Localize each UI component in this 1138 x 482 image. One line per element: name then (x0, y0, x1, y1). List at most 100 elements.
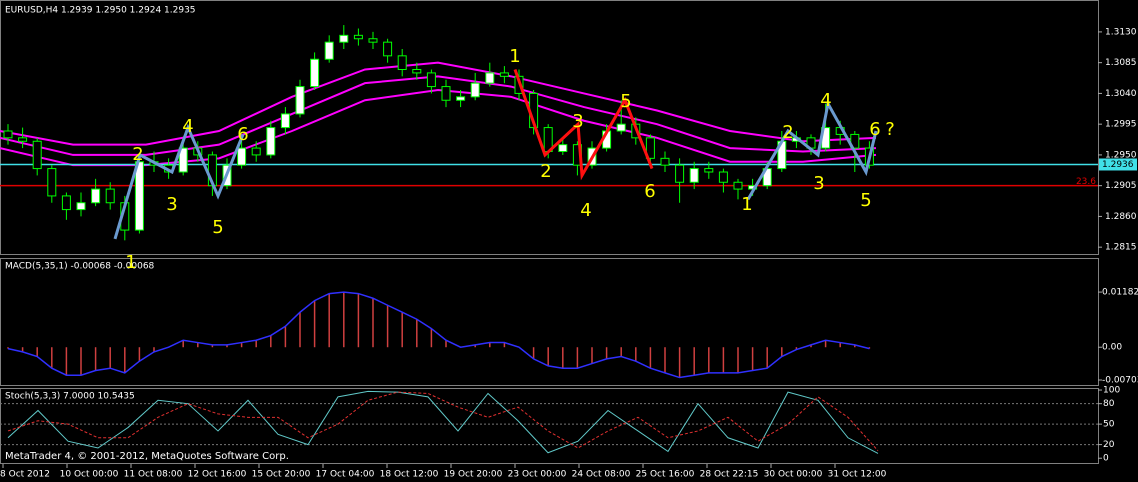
candle-body (76, 202, 86, 211)
candle-body (134, 161, 144, 231)
candle-body (645, 137, 655, 159)
wave-note: ? (885, 119, 895, 140)
candle-body (426, 72, 436, 88)
macd-tick-label: 0.01182 (1102, 288, 1138, 298)
candle-body (237, 147, 247, 166)
candle-body (47, 168, 57, 197)
time-label: 8 Oct 2012 (0, 470, 50, 480)
moving-average (0, 61, 877, 146)
footer: MetaTrader 4, © 2001-2012, MetaQuotes So… (5, 451, 289, 462)
candle-body (689, 168, 699, 183)
wave-label: 5 (620, 91, 631, 112)
candle-body (456, 96, 466, 101)
candle-body (850, 133, 860, 149)
time-label: 23 Oct 00:00 (508, 470, 567, 480)
candle-body (178, 147, 188, 173)
stoch-tick-label: 100 (1103, 386, 1120, 396)
candle-body (310, 58, 320, 88)
candle-body (353, 34, 363, 40)
time-label: 15 Oct 20:00 (252, 470, 311, 480)
price-tick-label: 1.3085 (1105, 58, 1137, 68)
stoch-panel (0, 388, 1099, 464)
candle-body (324, 41, 334, 60)
price-tick-label: 1.2905 (1105, 181, 1137, 191)
candle-body (105, 188, 115, 204)
candle-body (441, 86, 451, 101)
wave-label: 1 (125, 252, 136, 273)
candle-body (266, 127, 276, 156)
level-label: 1.2936 (1102, 160, 1134, 170)
wave-label: 6 (869, 119, 880, 140)
price-tick-label: 1.2995 (1105, 120, 1137, 130)
level-label: 23.6 (1076, 177, 1096, 187)
candle-body (660, 157, 670, 166)
candle-body (3, 130, 13, 139)
time-label: 25 Oct 16:00 (636, 470, 695, 480)
time-label: 11 Oct 08:00 (124, 470, 183, 480)
wave-label: 4 (182, 116, 193, 137)
candle-body (251, 147, 261, 156)
candle-body (91, 188, 101, 204)
time-label: 30 Oct 00:00 (764, 470, 823, 480)
wave-label: 3 (813, 173, 824, 194)
wave-label: 6 (237, 124, 248, 145)
wave-label: 5 (212, 217, 223, 238)
price-tick-label: 1.3130 (1105, 27, 1137, 37)
macd-tick-label: 0.00 (1102, 343, 1122, 353)
price-tick-label: 1.2950 (1105, 150, 1137, 160)
stoch-tick-label: 80 (1103, 399, 1115, 409)
time-label: 17 Oct 04:00 (316, 470, 375, 480)
macd-tick-label: -0.00703 (1102, 376, 1138, 386)
stoch-main (7, 390, 879, 454)
wave-label: 5 (860, 190, 871, 211)
time-label: 31 Oct 12:00 (828, 470, 887, 480)
time-label: 18 Oct 12:00 (380, 470, 439, 480)
wave-label: 1 (509, 46, 520, 67)
candle-body (280, 113, 290, 129)
candle-body (675, 164, 685, 183)
candle-body (470, 82, 480, 98)
price-tick-label: 1.2815 (1105, 243, 1137, 253)
candle-body (368, 38, 378, 43)
wave-label: 2 (540, 161, 551, 182)
wave-label: 4 (580, 200, 591, 221)
wave-label: 6 (644, 181, 655, 202)
wave-label: 4 (820, 90, 831, 111)
candle-body (616, 123, 626, 132)
time-label: 28 Oct 22:15 (700, 470, 759, 480)
candle-body (295, 86, 305, 115)
candle-body (61, 195, 71, 211)
price-tick-label: 1.3040 (1105, 89, 1137, 99)
main-panel (0, 0, 1099, 255)
candle-body (704, 168, 714, 173)
stoch-tick-label: 50 (1103, 420, 1115, 430)
macd-line (7, 291, 870, 379)
wave-label: 3 (572, 111, 583, 132)
time-label: 10 Oct 00:00 (60, 470, 119, 480)
price-tick-label: 1.2860 (1105, 212, 1137, 222)
wave-label: 3 (166, 194, 177, 215)
macd-label: MACD(5,35,1) -0.00068 -0.00068 (5, 262, 155, 272)
candle-body (339, 34, 349, 43)
wave-line (513, 69, 654, 181)
time-label: 19 Oct 20:00 (444, 470, 503, 480)
stoch-tick-label: 20 (1103, 440, 1115, 450)
candle-body (32, 140, 42, 170)
candle-body (18, 137, 28, 142)
wave-label: 2 (782, 122, 793, 143)
wave-line (113, 123, 245, 240)
wave-line (746, 99, 878, 201)
moving-average (0, 75, 877, 156)
time-label: 12 Oct 16:00 (188, 470, 247, 480)
candle-body (733, 181, 743, 190)
wave-label: 2 (132, 144, 143, 165)
candle-body (718, 171, 728, 183)
stoch-tick-label: 0 (1103, 454, 1109, 464)
candle-body (412, 69, 422, 74)
level-box (1099, 158, 1137, 171)
candle-body (558, 144, 568, 153)
wave-label: 1 (741, 194, 752, 215)
candle-body (383, 41, 393, 57)
